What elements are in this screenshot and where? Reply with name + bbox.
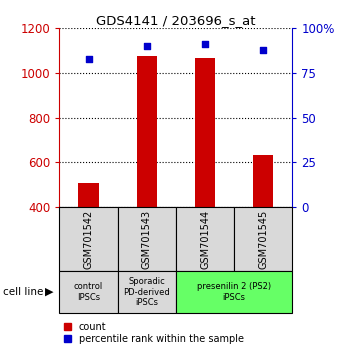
Bar <box>118 271 176 313</box>
Text: control
IPSCs: control IPSCs <box>74 282 103 302</box>
Text: GSM701542: GSM701542 <box>84 209 94 269</box>
Bar <box>79 183 99 207</box>
Bar <box>195 58 215 207</box>
Bar <box>137 56 157 207</box>
Point <box>202 41 208 47</box>
Text: presenilin 2 (PS2)
iPSCs: presenilin 2 (PS2) iPSCs <box>197 282 271 302</box>
Bar <box>176 207 234 271</box>
Text: GSM701543: GSM701543 <box>142 209 152 269</box>
Bar <box>118 207 176 271</box>
Point <box>144 44 150 49</box>
Text: GSM701545: GSM701545 <box>258 209 268 269</box>
Text: ▶: ▶ <box>45 287 54 297</box>
Title: GDS4141 / 203696_s_at: GDS4141 / 203696_s_at <box>96 14 256 27</box>
Text: Sporadic
PD-derived
iPSCs: Sporadic PD-derived iPSCs <box>123 277 170 307</box>
Bar <box>59 271 118 313</box>
Bar <box>59 207 118 271</box>
Point <box>86 56 91 62</box>
Text: GSM701544: GSM701544 <box>200 209 210 269</box>
Bar <box>176 271 292 313</box>
Bar <box>234 207 292 271</box>
Legend: count, percentile rank within the sample: count, percentile rank within the sample <box>64 322 244 344</box>
Bar <box>253 155 273 207</box>
Point <box>260 47 266 53</box>
Text: cell line: cell line <box>3 287 44 297</box>
